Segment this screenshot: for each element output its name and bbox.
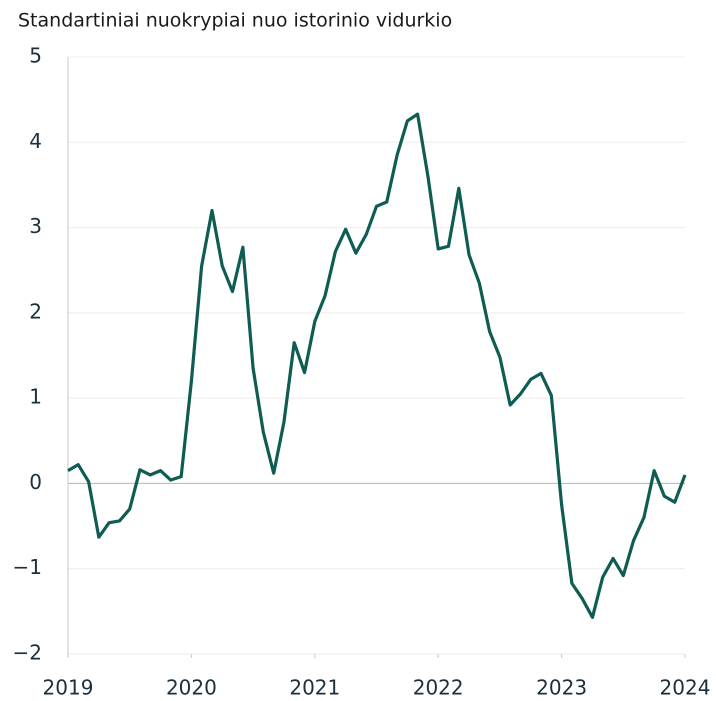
chart-title: Standartiniai nuokrypiai nuo istorinio v… <box>18 10 452 32</box>
x-tick-label: 2021 <box>289 676 340 700</box>
y-tick-label: 4 <box>29 129 42 153</box>
y-tick-label: −2 <box>13 641 42 665</box>
y-tick-label: 1 <box>29 385 42 409</box>
x-tick-label: 2020 <box>166 676 217 700</box>
x-tick-label: 2024 <box>660 676 711 700</box>
y-tick-label: 0 <box>29 470 42 494</box>
y-tick-label: 5 <box>29 44 42 68</box>
series-line <box>67 112 687 619</box>
x-tick-label: 2023 <box>536 676 587 700</box>
x-tick-label: 2019 <box>43 676 94 700</box>
y-tick-label: 3 <box>29 214 42 238</box>
x-tick-label: 2022 <box>413 676 464 700</box>
y-tick-label: 2 <box>29 299 42 323</box>
y-tick-label: −1 <box>13 555 42 579</box>
